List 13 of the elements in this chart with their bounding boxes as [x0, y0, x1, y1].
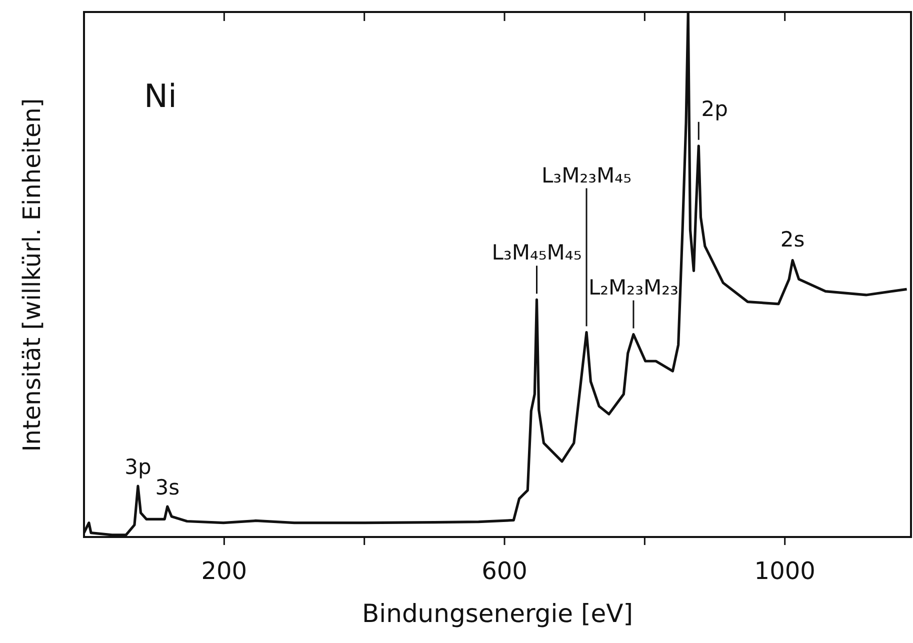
annotation: 2p: [701, 96, 728, 121]
x-tick-label: 200: [201, 557, 248, 585]
annotation: 3p: [124, 455, 152, 480]
annotation: 3s: [155, 476, 180, 500]
x-tick-label: 600: [482, 557, 528, 585]
annotation: 2s: [780, 227, 805, 252]
annotation: L₃M₄₅M₄₅: [492, 240, 582, 265]
annotation: L₃M₂₃M₄₅: [541, 163, 632, 188]
y-axis-title: Intensität [willkürl. Einheiten]: [18, 98, 46, 452]
x-tick-label: 1000: [754, 557, 816, 585]
annotation: Ni: [144, 77, 177, 115]
annotation: L₂M₂₃M₂₃: [588, 275, 678, 300]
x-axis-title: Bindungsenergie [eV]: [361, 599, 634, 628]
